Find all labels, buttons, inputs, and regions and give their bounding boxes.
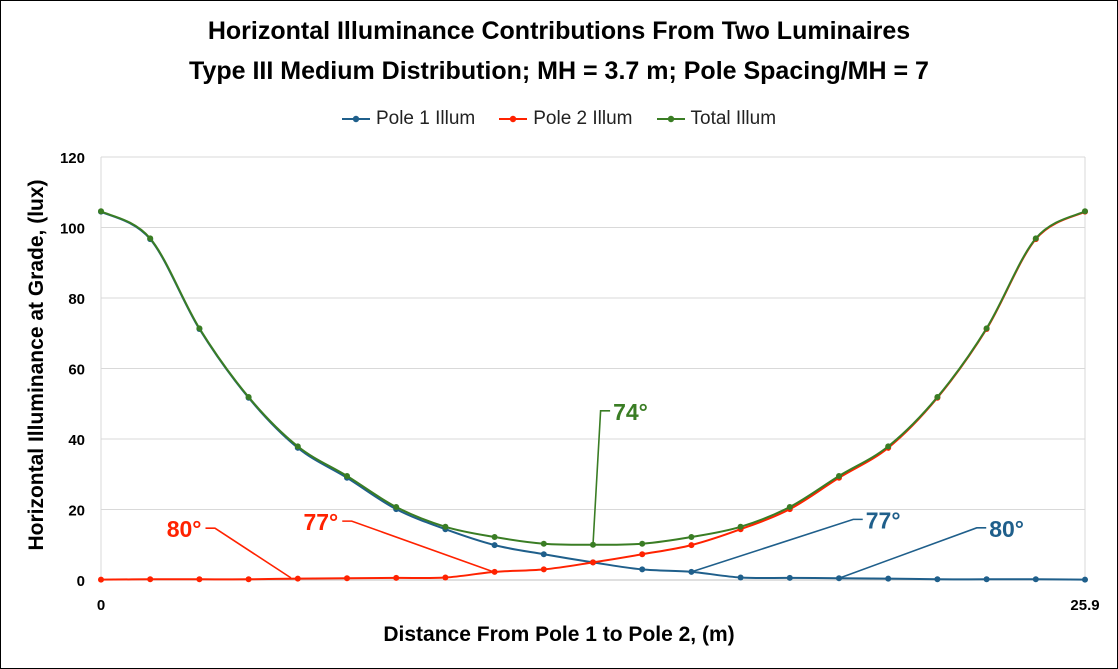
data-point-total <box>836 473 842 480</box>
data-point-pole-1 <box>688 568 695 575</box>
data-point-pole-1 <box>737 574 744 581</box>
y-tick-label: 80 <box>68 291 85 308</box>
data-point-total <box>344 473 350 480</box>
angle-annotation-label: 74° <box>613 399 648 425</box>
data-point-pole-2 <box>344 575 350 582</box>
data-point-total <box>98 208 104 215</box>
data-point-total <box>540 540 547 547</box>
data-point-total <box>1082 208 1088 215</box>
annotation-leader-line <box>342 520 495 573</box>
data-point-pole-2 <box>590 559 596 566</box>
angle-annotation-label: 80° <box>167 516 202 542</box>
data-point-pole-2 <box>147 576 154 583</box>
chart-title: Horizontal Illuminance Contributions Fro… <box>207 17 911 45</box>
legend-marker-total <box>656 115 685 123</box>
legend-item-pole-1: Pole 1 Illum <box>341 108 476 130</box>
data-point-total <box>294 443 301 450</box>
data-point-total <box>737 523 744 530</box>
angle-annotation-label: 77° <box>866 507 901 533</box>
x-axis-label: Distance From Pole 1 to Pole 2, (m) <box>383 623 735 646</box>
data-point-total <box>590 541 596 548</box>
x-tick-label: 0 <box>97 597 105 614</box>
data-point-total <box>147 235 154 242</box>
data-point-pole-1 <box>1032 576 1039 583</box>
y-tick-label: 40 <box>68 432 85 449</box>
legend-item-pole-2: Pole 2 Illum <box>499 108 633 130</box>
data-point-total <box>196 325 203 332</box>
data-point-total <box>688 533 695 540</box>
y-tick-label: 20 <box>68 503 85 520</box>
data-point-pole-1 <box>983 576 990 583</box>
data-point-pole-1 <box>934 576 941 583</box>
angle-annotation-label: 77° <box>303 509 338 535</box>
legend-marker-pole-1 <box>341 115 370 123</box>
data-point-total <box>442 523 449 530</box>
data-point-pole-2 <box>688 542 695 549</box>
data-point-total <box>786 504 793 511</box>
data-point-total <box>885 443 892 450</box>
data-point-pole-2 <box>196 576 203 583</box>
data-point-pole-1 <box>836 575 842 582</box>
data-point-total <box>639 540 646 547</box>
annotation-leader-line <box>691 518 863 573</box>
y-tick-label: 60 <box>68 362 85 379</box>
data-point-pole-1 <box>786 574 793 581</box>
data-point-pole-2 <box>294 575 301 582</box>
y-tick-label: 100 <box>60 221 85 238</box>
data-point-pole-2 <box>639 551 646 558</box>
y-tick-label: 0 <box>77 573 85 590</box>
series-line-total <box>100 210 1086 546</box>
x-tick-label: 25.9 <box>1070 597 1099 614</box>
legend-label-total: Total Illum <box>690 108 777 129</box>
data-point-pole-1 <box>885 575 892 582</box>
y-tick-label: 120 <box>60 150 85 167</box>
legend-marker-pole-2 <box>499 115 528 123</box>
data-point-pole-2 <box>442 574 449 581</box>
data-point-total <box>934 394 941 401</box>
data-point-pole-1 <box>540 551 547 558</box>
angle-annotation-label: 80° <box>989 516 1024 542</box>
data-point-pole-1 <box>639 566 646 573</box>
data-point-pole-2 <box>491 568 498 575</box>
legend: Pole 1 Illum Pole 2 Illum Total Illum <box>0 108 1118 130</box>
data-point-total <box>1032 235 1039 242</box>
data-point-pole-2 <box>393 574 400 581</box>
data-point-total <box>393 504 400 511</box>
data-point-pole-2 <box>540 566 547 573</box>
legend-item-total: Total Illum <box>656 108 777 130</box>
legend-label-pole-2: Pole 2 Illum <box>533 108 633 129</box>
data-point-total <box>245 394 252 401</box>
annotation-leader-line <box>838 527 987 579</box>
annotation-leader-line <box>205 527 292 579</box>
data-point-pole-2 <box>245 576 252 583</box>
y-axis-label: Horizontal Illuminance at Grade, (lux) <box>25 179 48 551</box>
annotation-leader-line <box>592 409 611 545</box>
chart-subtitle: Type III Medium Distribution; MH = 3.7 m… <box>189 57 929 85</box>
data-point-pole-1 <box>1082 576 1088 583</box>
data-point-total <box>491 533 498 540</box>
data-point-pole-1 <box>491 542 498 549</box>
data-point-total <box>983 325 990 332</box>
legend-label-pole-1: Pole 1 Illum <box>375 108 476 129</box>
data-point-pole-2 <box>98 576 104 583</box>
